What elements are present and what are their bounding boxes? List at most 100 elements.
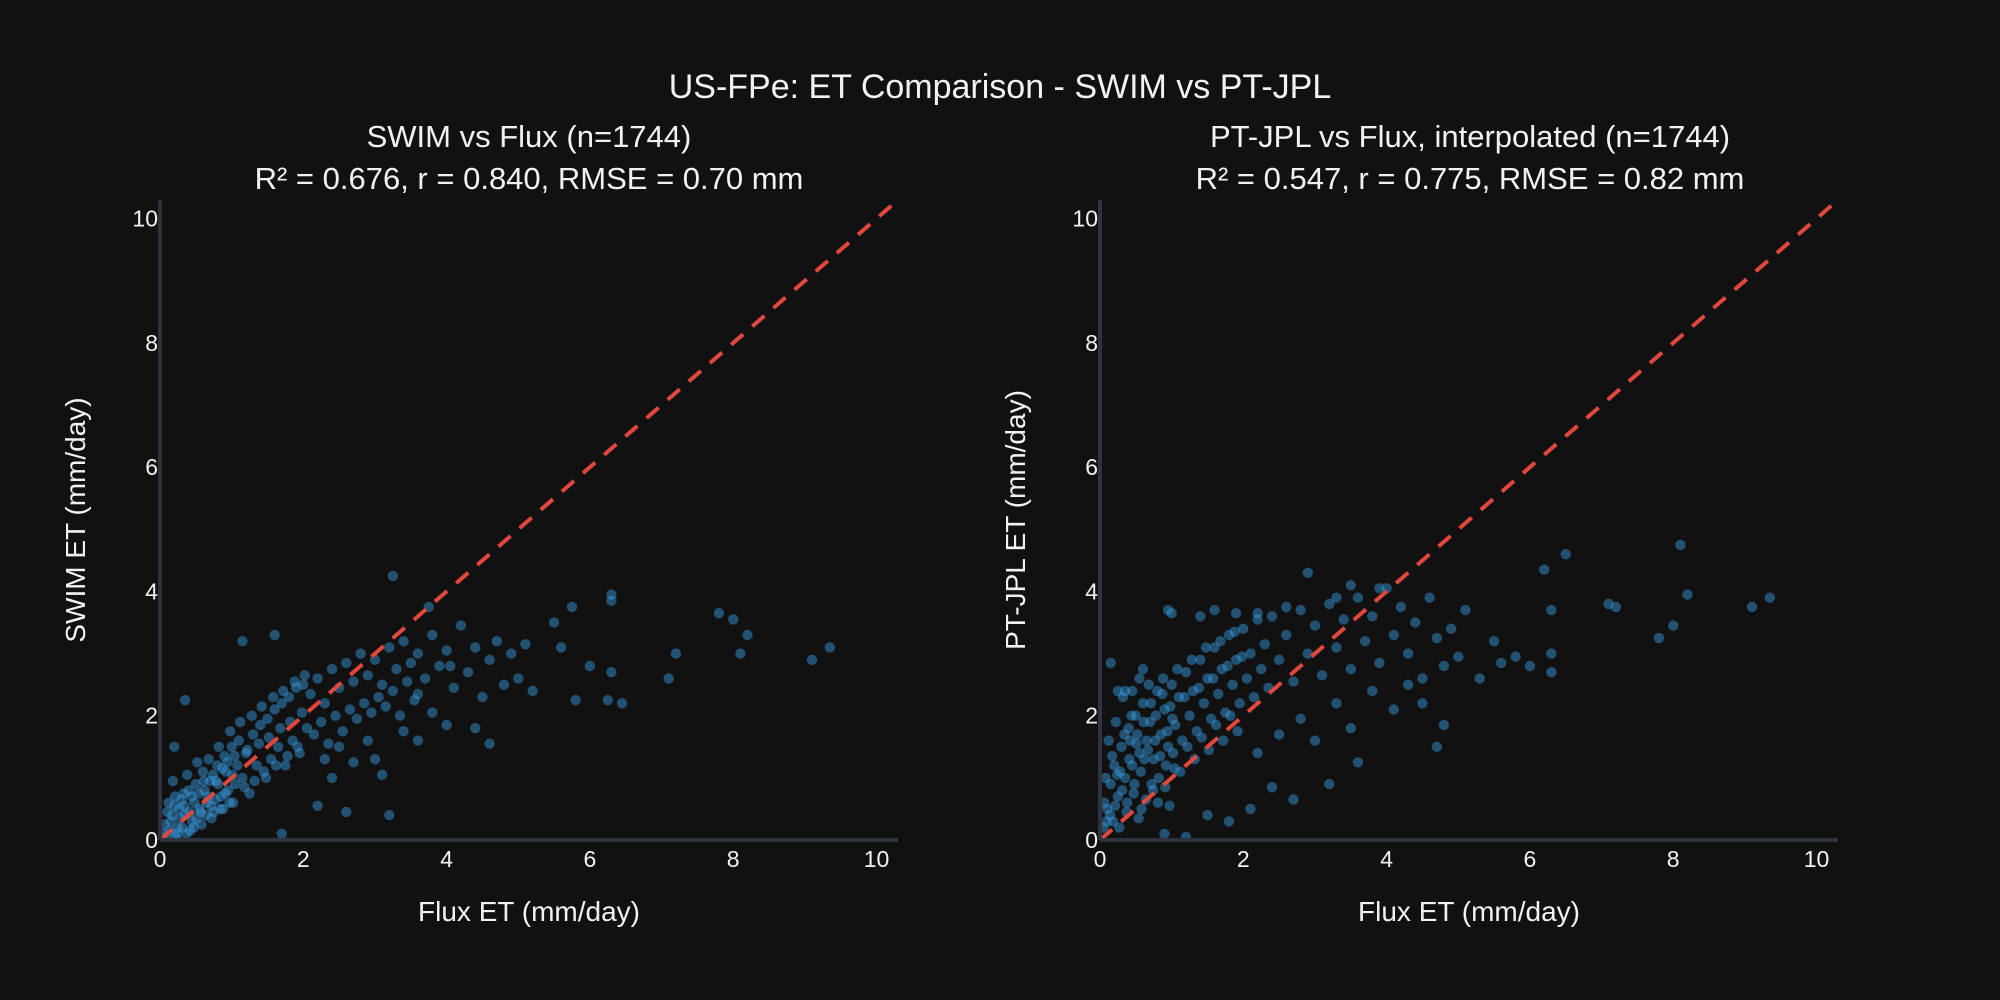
panel-2-data-point [1112,769,1123,780]
panel-2-data-point [1191,726,1202,737]
panel-2-data-point [1603,598,1614,610]
panel-1-data-point [316,716,327,728]
panel-2-y-tick-label: 10 [1072,206,1098,232]
panel-2-data-point [1410,617,1421,628]
panel-2-data-point [1338,614,1349,625]
panel-1-data-point [182,769,193,780]
panel-1-data-point [225,726,236,737]
panel-2-data-point [1152,797,1164,808]
panel-1-data-point [427,707,438,718]
panel-2-data-point [1162,726,1173,737]
panel-1-data-point [224,797,235,808]
panel-2-data-point [1143,679,1154,690]
panel-1-data-point [227,797,239,808]
panel-2-data-point [1223,629,1235,641]
panel-2-data-point [1220,707,1231,718]
panel-2-data-point [1166,679,1177,690]
panel-1-data-point [220,788,231,799]
panel-1-data-point [498,679,510,690]
panel-2-data-point [1139,754,1150,765]
panel-1-title-line1: SWIM vs Flux (n=1744) [367,119,692,154]
panel-2-data-point [1367,685,1378,697]
panel-1-data-point [312,800,323,811]
panel-1-data-point [445,660,456,672]
panel-1-y-tick-label: 8 [145,330,158,356]
panel-1-data-point [215,803,226,815]
panel-1-data-point [348,757,359,768]
panel-2-data-point [1675,539,1686,551]
panel-2-data-point [1395,601,1407,613]
panel-1-x-tick-label: 0 [154,846,167,872]
panel-2-x-tick-label: 6 [1524,846,1537,872]
panel-1-data-point [369,754,381,765]
panel-1-data-point [208,806,219,818]
panel-2-data-point [1137,698,1149,709]
panel-1-data-point [470,642,481,653]
panel-2-data-point [1147,785,1159,796]
panel-1-data-point [287,735,298,746]
panel-2-x-tick-label: 0 [1094,846,1107,872]
panel-2-data-point [1123,723,1134,734]
panel-1-data-point [179,800,190,811]
panel-2-data-point [1227,679,1238,690]
panel-1-data-point [235,716,246,728]
panel-1-data-point [169,800,180,811]
panel-1-data-point [192,757,203,768]
panel-2-data-point [1331,642,1342,653]
panel-1-data-point [292,741,303,752]
panel-2-data-point [1119,729,1130,740]
panel-1-data-point [491,636,502,647]
panel-2-data-point [1104,809,1116,821]
panel-2-data-point [1367,611,1378,622]
panel-1-data-point [269,629,280,641]
panel-2-y-tick-label: 4 [1085,578,1098,604]
panel-1-y-tick-label: 10 [132,206,158,232]
panel-1-data-point [384,809,395,821]
panel-1-data-point [282,750,293,762]
panel-2-data-point [1112,791,1124,802]
panel-2-data-point [1352,592,1364,603]
panel-2-data-point [1150,710,1162,721]
panel-2-data-point [1180,667,1192,678]
panel-2-data-point [1146,778,1157,790]
panel-2-data-point [1182,741,1193,752]
panel-2-data-point [1134,673,1145,684]
panel-2-data-point [1431,632,1443,644]
panel-2-data-point [1222,660,1233,672]
panel-1-data-point [255,719,266,731]
panel-1-data-point [713,608,725,619]
panel-1-data-point [735,648,746,659]
panel-2-data-point [1109,760,1120,771]
panel-2-data-point [1510,651,1521,662]
panel-1-data-point [187,816,198,827]
panel-1-data-point [191,813,202,824]
panel-1-data-point [566,601,578,613]
panel-2-data-point [1288,794,1299,805]
panel-2-data-point [1107,816,1119,827]
panel-2-data-point [1359,636,1371,647]
panel-1-data-point [215,791,227,802]
panel-2-data-point [1209,604,1220,616]
panel-2-data-point [1126,710,1137,721]
panel-2-data-point [1101,816,1112,827]
panel-1-data-point [290,682,302,693]
panel-1-data-point [556,642,567,653]
panel-2-data-point [1175,766,1186,777]
panel-2-data-point [1245,648,1256,659]
panel-1-data-point [362,735,373,746]
panel-2-data-point [1331,592,1342,603]
panel-2-data-point [1132,729,1143,740]
panel-2-data-point [1229,626,1240,637]
panel-1-data-point [299,670,310,681]
panel-1-data-point [298,679,309,690]
panel-1-data-point [434,660,445,672]
panel-1-data-point [253,738,265,749]
panel-2-data-point [1155,729,1167,740]
panel-2-data-point [1431,741,1443,752]
panel-2-data-point [1438,719,1450,731]
panel-1-data-point [606,589,617,600]
panel-1-x-tick-label: 8 [727,846,740,872]
panel-2-data-point [1167,747,1179,759]
panel-2-x-axis-label: Flux ET (mm/day) [1358,896,1580,927]
panel-1-data-point [427,629,438,641]
